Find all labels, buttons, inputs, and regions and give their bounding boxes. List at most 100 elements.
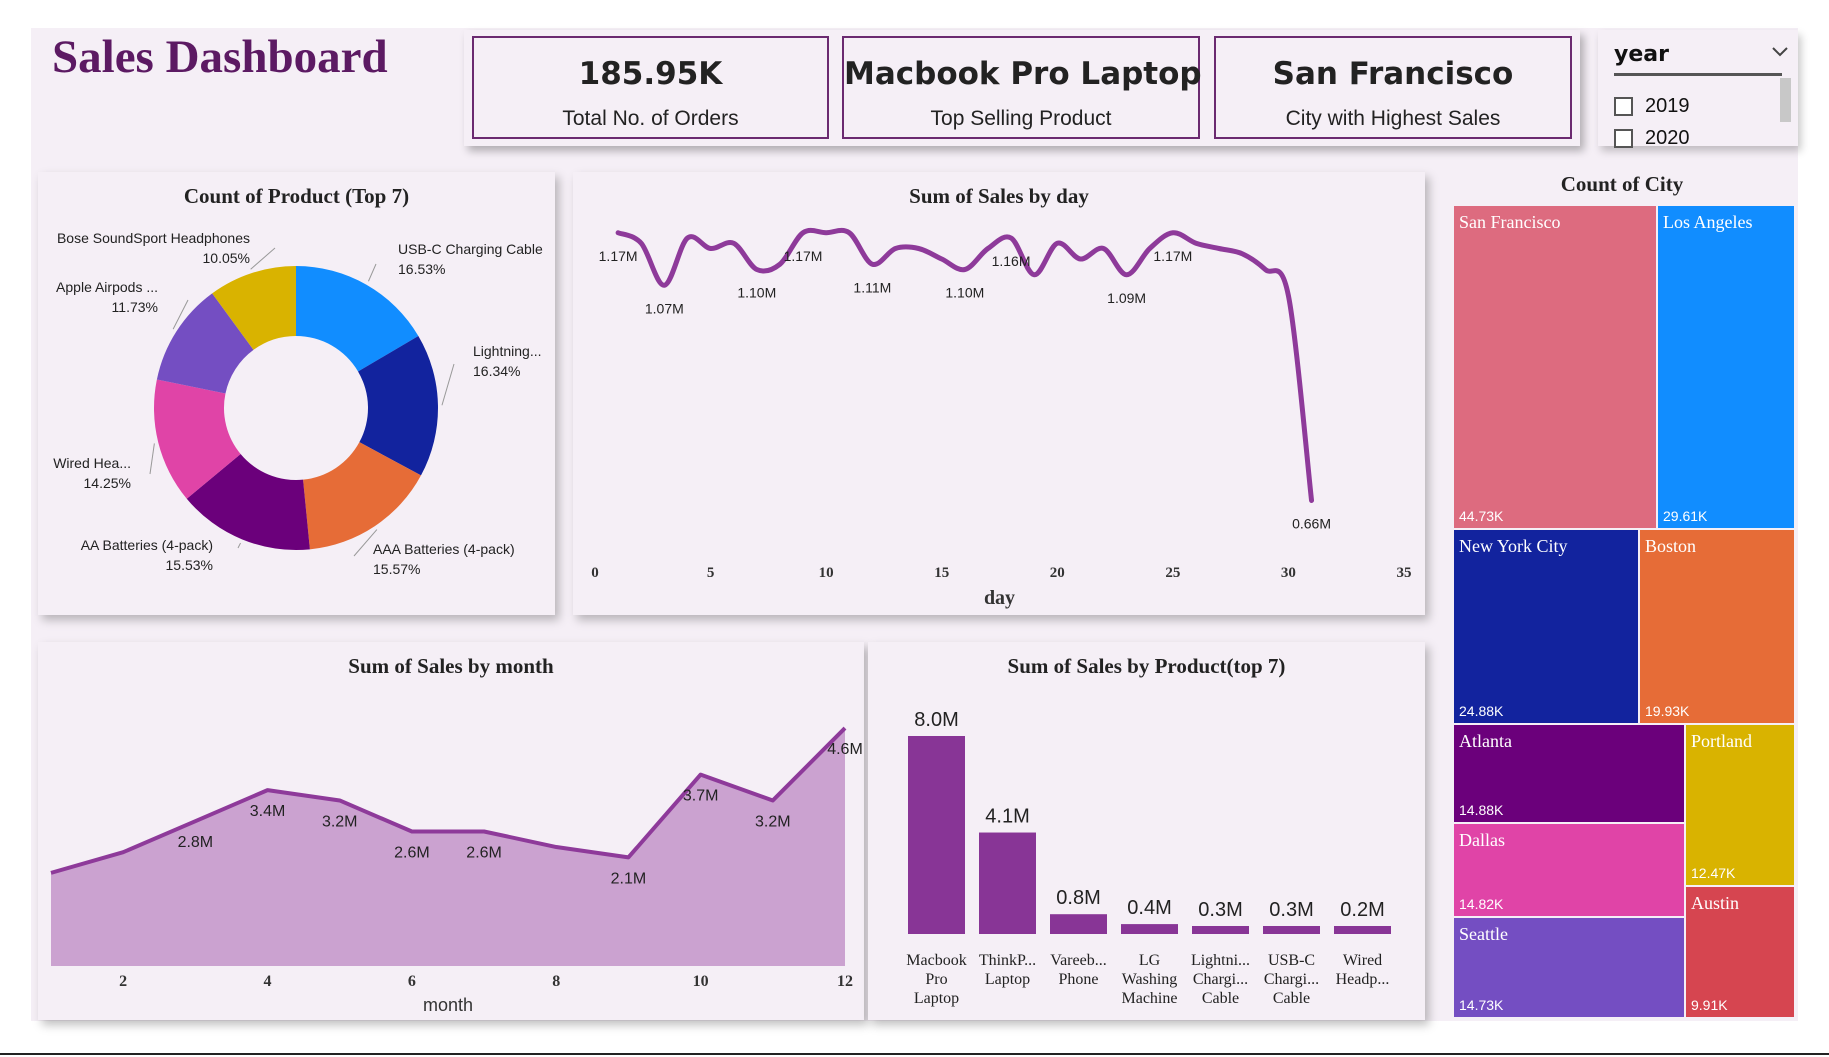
bottom-divider [0, 1053, 1829, 1055]
donut-label: Bose SoundSport Headphones [57, 230, 250, 246]
data-label: 0.66M [1292, 516, 1331, 532]
city-count: 24.88K [1459, 703, 1504, 719]
slicer-option-2019[interactable]: 2019 [1614, 94, 1690, 118]
leader-line [172, 299, 189, 330]
city-count: 29.61K [1663, 508, 1708, 524]
donut-percent: 11.73% [112, 299, 158, 315]
kpi-card-top-city[interactable]: San Francisco City with Highest Sales [1214, 36, 1572, 139]
daily-line-chart: 1.17M 1.07M 1.10M 1.17M 1.11M 1.10M 1.16M 1.09M… [591, 227, 1412, 609]
chevron-down-icon[interactable] [1770, 42, 1790, 62]
kpi-value: Macbook Pro Laptop [844, 56, 1202, 92]
data-label: 1.17M [1153, 248, 1192, 264]
x-tick-label: 10 [819, 565, 834, 581]
x-tick-label: 0 [591, 565, 599, 581]
bar-value-label: 0.8M [1056, 887, 1100, 909]
category-label: Pro [925, 971, 947, 988]
category-label: Wired [1343, 952, 1382, 969]
data-label: 3.7M [683, 788, 719, 805]
x-tick-label: 4 [264, 973, 272, 990]
checkbox[interactable] [1614, 128, 1633, 148]
x-tick-label: 25 [1165, 565, 1180, 581]
category-label: Machine [1122, 990, 1178, 1007]
category-label: Chargi... [1193, 971, 1248, 988]
treemap-cell[interactable]: Atlanta 14.88K [1454, 725, 1684, 822]
monthly-sales-line [50, 726, 847, 875]
category-label: USB-C [1268, 952, 1315, 969]
category-label: Vareeb... [1050, 952, 1106, 969]
treemap-cell[interactable]: Boston 19.93K [1640, 530, 1794, 723]
leader-line [250, 247, 276, 270]
bar [1192, 926, 1249, 934]
slicer-underline [1614, 73, 1782, 76]
treemap-cell[interactable]: Seattle 14.73K [1454, 918, 1684, 1017]
treemap-cell[interactable]: Portland 12.47K [1686, 725, 1794, 885]
city-count: 14.88K [1459, 802, 1504, 818]
x-tick-label: 12 [837, 973, 853, 990]
category-label: Phone [1059, 971, 1099, 988]
x-tick-label: 2 [119, 973, 127, 990]
donut-percent: 16.53% [398, 261, 445, 277]
data-label: 3.4M [250, 803, 286, 820]
leader-line [441, 363, 455, 406]
product-bar-chart: 8.0M Macbook Pro Laptop 4.1M ThinkP... Laptop 0… [906, 709, 1391, 1007]
donut-slice [303, 442, 421, 550]
x-tick-label: 5 [707, 565, 715, 581]
kpi-card-top-product[interactable]: Macbook Pro Laptop Top Selling Product [842, 36, 1202, 139]
data-label: 1.09M [1107, 290, 1146, 306]
treemap-cell[interactable]: San Francisco 44.73K [1454, 206, 1656, 528]
slicer-scrollbar[interactable] [1780, 78, 1791, 122]
data-label: 1.16M [992, 253, 1031, 269]
category-label: Chargi... [1264, 971, 1319, 988]
donut-slice [186, 453, 310, 550]
category-label: Lightni... [1191, 952, 1250, 969]
donut-percent: 10.05% [203, 250, 250, 266]
donut-label: Apple Airpods ... [56, 279, 158, 295]
city-count: 9.91K [1691, 997, 1728, 1013]
treemap-cell[interactable]: New York City 24.88K [1454, 530, 1638, 723]
bar [908, 736, 965, 934]
leader-line [353, 529, 378, 557]
bar-value-label: 0.3M [1198, 899, 1242, 921]
daily-sales-line [615, 227, 1315, 503]
donut-chart: USB-C Charging Cable 16.53% Lightning... 16… [53, 230, 543, 577]
kpi-panel: 185.95K Total No. of Orders Macbook Pro … [464, 30, 1580, 146]
donut-label: AA Batteries (4-pack) [81, 537, 213, 553]
category-label: Laptop [914, 990, 959, 1007]
treemap-cell[interactable]: Dallas 14.82K [1454, 824, 1684, 916]
donut-label: AAA Batteries (4-pack) [373, 541, 515, 557]
checkbox[interactable] [1614, 96, 1633, 116]
bar-value-label: 0.3M [1269, 899, 1313, 921]
donut-slice [358, 335, 438, 476]
slicer-option-label: 2020 [1645, 126, 1690, 149]
donut-slice [154, 379, 241, 499]
bar-value-label: 0.2M [1340, 899, 1384, 921]
donut-slice [156, 293, 254, 394]
category-label: Macbook [906, 952, 966, 969]
category-label: Cable [1273, 990, 1310, 1007]
chart-title: Count of Product (Top 7) [183, 184, 410, 208]
bar [1050, 914, 1107, 934]
data-label: 4.6M [827, 741, 863, 758]
product-count-panel: Count of Product (Top 7) USB-C Charging … [38, 172, 555, 615]
donut-slice [296, 266, 419, 372]
donut-label: Wired Hea... [53, 455, 131, 471]
city-name: Atlanta [1459, 731, 1512, 751]
slicer-option-2020[interactable]: 2020 [1614, 126, 1690, 150]
x-tick-label: 30 [1281, 565, 1296, 581]
x-tick-label: 10 [693, 973, 709, 990]
year-slicer: year 2019 2020 [1598, 30, 1798, 149]
city-name: Boston [1645, 536, 1697, 556]
treemap-cell[interactable]: Los Angeles 29.61K [1658, 206, 1794, 528]
treemap-cell[interactable]: Austin 9.91K [1686, 887, 1794, 1017]
category-label: Cable [1202, 990, 1239, 1007]
slicer-title: year [1614, 42, 1669, 67]
data-label: 3.2M [322, 813, 358, 830]
donut-percent: 15.53% [166, 557, 213, 573]
city-name: Austin [1691, 893, 1740, 913]
kpi-card-orders[interactable]: 185.95K Total No. of Orders [472, 36, 829, 139]
area-fill [51, 728, 845, 966]
x-axis-title: month [423, 995, 473, 1015]
city-name: Dallas [1459, 830, 1505, 850]
data-label: 2.8M [178, 834, 214, 851]
category-label: Washing [1122, 971, 1178, 988]
